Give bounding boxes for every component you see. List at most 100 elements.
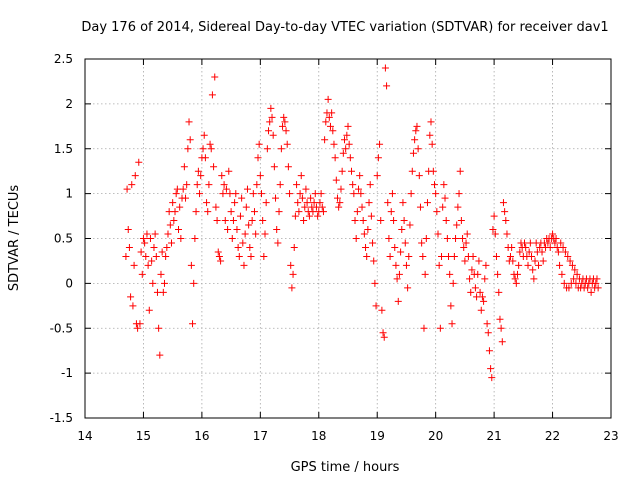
data-point: [144, 261, 152, 269]
data-point: [185, 118, 193, 126]
data-point: [457, 217, 465, 225]
data-point: [393, 275, 401, 283]
data-point: [587, 288, 595, 296]
data-point: [506, 252, 514, 260]
data-point: [460, 243, 468, 251]
data-points: [122, 64, 602, 382]
data-point: [281, 118, 289, 126]
data-point: [515, 261, 523, 269]
y-tick-label: -0.5: [50, 321, 73, 335]
data-point: [482, 261, 490, 269]
data-point: [406, 221, 414, 229]
data-point: [367, 212, 375, 220]
data-point: [263, 145, 271, 153]
data-point: [159, 288, 167, 296]
y-tick-label: 1.5: [54, 142, 73, 156]
data-point: [124, 226, 132, 234]
data-point: [172, 190, 180, 198]
data-point: [179, 185, 187, 193]
data-point: [478, 293, 486, 301]
data-point: [411, 136, 419, 144]
data-point: [565, 284, 573, 292]
data-point: [438, 252, 446, 260]
data-point: [130, 261, 138, 269]
data-point: [317, 190, 325, 198]
data-point: [138, 270, 146, 278]
data-point: [337, 185, 345, 193]
data-point: [176, 203, 184, 211]
data-point: [439, 203, 447, 211]
data-point: [427, 118, 435, 126]
data-point: [260, 252, 268, 260]
data-point: [143, 230, 151, 238]
data-point: [269, 131, 277, 139]
data-point: [443, 235, 451, 242]
data-point: [293, 181, 301, 189]
data-point: [379, 329, 387, 337]
data-point: [528, 252, 536, 260]
data-point: [190, 279, 198, 287]
data-point: [336, 199, 344, 207]
data-point: [513, 270, 521, 278]
data-point: [392, 261, 400, 269]
data-point: [123, 185, 131, 193]
data-point: [153, 288, 161, 296]
data-point: [409, 149, 417, 157]
data-point: [234, 243, 242, 251]
data-point: [360, 230, 368, 238]
data-point: [366, 181, 374, 189]
data-point: [570, 275, 578, 283]
data-point: [445, 252, 453, 260]
data-point: [388, 190, 396, 198]
data-point: [197, 172, 205, 180]
data-point: [345, 140, 353, 148]
data-point: [420, 324, 428, 332]
data-point: [204, 208, 212, 216]
data-point: [339, 149, 347, 157]
data-point: [183, 181, 191, 189]
data-point: [362, 243, 370, 251]
data-point: [364, 226, 372, 234]
data-point: [142, 252, 150, 260]
chart-title: Day 176 of 2014, Sidereal Day-to-day VTE…: [81, 20, 608, 35]
data-point: [452, 235, 460, 242]
data-point: [125, 243, 133, 251]
data-point: [429, 167, 437, 175]
data-point: [252, 230, 260, 238]
data-point: [455, 190, 463, 198]
data-point: [256, 172, 264, 180]
data-point: [525, 248, 533, 256]
data-point: [318, 203, 326, 211]
data-point: [512, 279, 520, 287]
y-axis-label: SDTVAR / TECUs: [7, 185, 22, 292]
data-point: [333, 194, 341, 202]
data-point: [182, 194, 190, 202]
data-point: [332, 176, 340, 184]
data-point: [450, 252, 458, 260]
data-point: [531, 257, 539, 265]
data-point: [288, 284, 296, 292]
data-point: [387, 208, 395, 216]
data-point: [560, 279, 568, 287]
data-point: [220, 181, 228, 189]
data-point: [253, 181, 261, 189]
data-point: [502, 217, 510, 225]
data-point: [312, 203, 320, 211]
data-point: [210, 163, 218, 171]
data-point: [553, 243, 561, 251]
data-point: [453, 221, 461, 229]
data-point: [552, 235, 560, 242]
data-point: [363, 252, 371, 260]
data-point: [192, 208, 200, 216]
data-point: [413, 122, 421, 130]
data-point: [246, 243, 254, 251]
data-point: [400, 217, 408, 225]
data-point: [397, 248, 405, 256]
data-point: [372, 302, 380, 310]
data-point: [330, 140, 338, 148]
data-point: [593, 275, 601, 283]
data-point: [407, 190, 415, 198]
data-point: [305, 212, 313, 220]
data-point: [446, 270, 454, 278]
data-point: [232, 190, 240, 198]
